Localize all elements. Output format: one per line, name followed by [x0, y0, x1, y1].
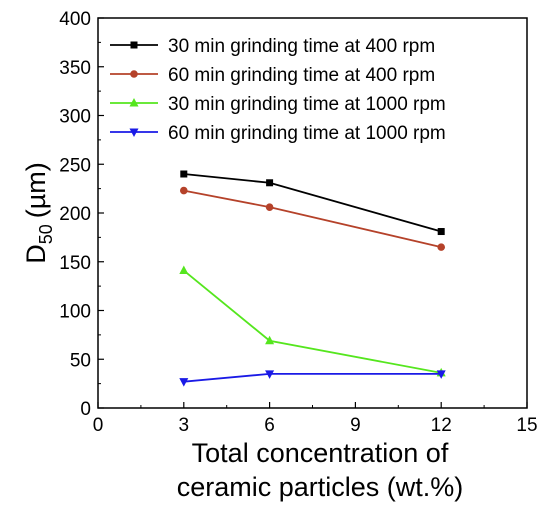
y-tick-label: 400 [59, 9, 91, 30]
data-point [437, 228, 445, 236]
y-axis-title-unit: (µm) [21, 162, 51, 218]
x-tick-label: 3 [179, 415, 190, 436]
data-point [266, 179, 274, 187]
legend-item-2: 60 min grinding time at 400 rpm [110, 65, 435, 86]
x-tick-label: 15 [516, 415, 537, 436]
legend-item-1: 30 min grinding time at 400 rpm [110, 36, 435, 57]
y-tick-label: 250 [59, 155, 91, 176]
series-line [183, 189, 442, 249]
legend-label: 30 min grinding time at 400 rpm [168, 36, 435, 57]
y-axis-ticks: 0 50 100 150 200 250 300 350 400 [59, 9, 104, 420]
legend: 30 min grinding time at 400 rpm 60 min gr… [110, 36, 446, 144]
y-axis-title-subscript: 50 [36, 224, 56, 244]
x-tick-label: 12 [431, 415, 452, 436]
legend-marker [129, 98, 139, 107]
x-axis-ticks: 0 3 6 9 12 15 [93, 402, 538, 436]
x-axis-title-line-1: Total concentration of [192, 438, 449, 468]
data-point [265, 203, 274, 211]
data-point [436, 370, 446, 379]
legend-label: 60 min grinding time at 1000 rpm [168, 123, 446, 144]
x-axis-title-line-2: ceramic particles (wt.%) [177, 472, 464, 502]
y-axis-title: D50 (µm) [21, 162, 56, 264]
y-tick-label: 350 [59, 58, 91, 79]
series-1 [180, 170, 445, 236]
legend-marker [130, 41, 138, 49]
data-point [265, 335, 275, 345]
data-point [180, 186, 188, 195]
y-tick-label: 150 [59, 253, 91, 274]
y-tick-label: 300 [59, 107, 91, 128]
data-point [180, 170, 188, 178]
legend-label: 30 min grinding time at 1000 rpm [168, 94, 446, 115]
y-tick-label: 100 [59, 302, 91, 323]
legend-item-3: 30 min grinding time at 1000 rpm [110, 94, 446, 115]
x-tick-label: 9 [350, 415, 361, 436]
x-tick-label: 0 [93, 415, 104, 436]
series-line [183, 269, 442, 374]
series-group [179, 170, 446, 387]
y-tick-label: 0 [80, 399, 91, 420]
series-line [183, 372, 442, 383]
x-tick-label: 6 [264, 415, 275, 436]
legend-item-4: 60 min grinding time at 1000 rpm [110, 123, 446, 144]
series-3 [179, 265, 446, 377]
legend-marker [129, 128, 139, 137]
series-line [183, 173, 442, 233]
svg-text:D50(µm): D50 (µm) [21, 162, 56, 264]
legend-label: 60 min grinding time at 400 rpm [168, 65, 435, 86]
legend-marker [130, 70, 138, 78]
series-2 [180, 186, 446, 251]
y-tick-label: 200 [59, 204, 91, 225]
y-tick-label: 50 [70, 350, 91, 371]
data-point [265, 370, 275, 379]
y-axis-title-main: D [21, 244, 51, 264]
data-point [437, 243, 446, 251]
series-4 [179, 370, 446, 387]
data-point [179, 265, 189, 275]
data-point [179, 378, 189, 387]
